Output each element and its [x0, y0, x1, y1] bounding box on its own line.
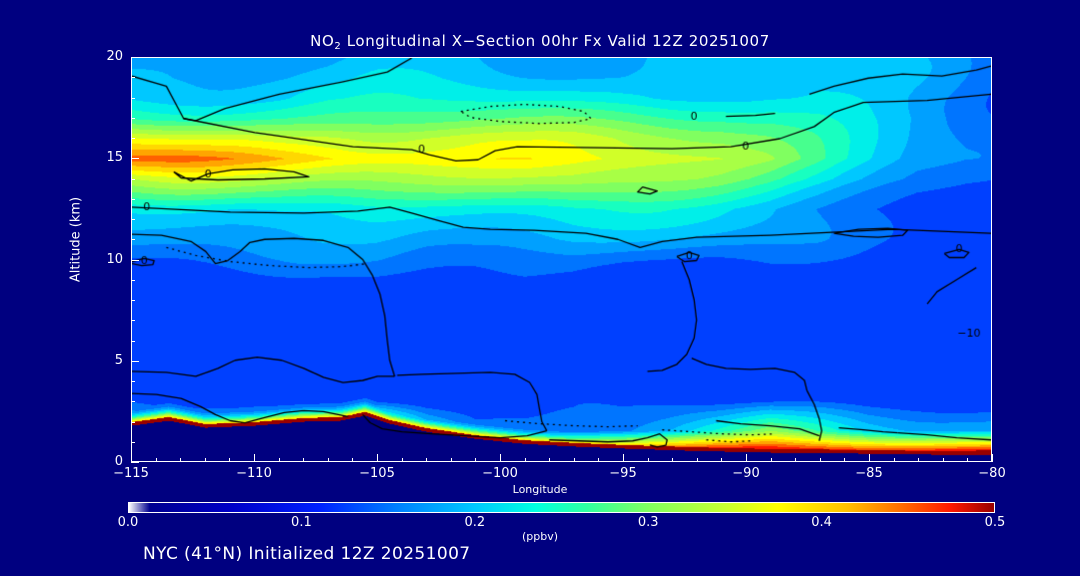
- x-axis-tick-label: −80: [978, 466, 1006, 481]
- x-axis-tick: [131, 454, 132, 462]
- x-axis-tick-label: −115: [113, 466, 149, 481]
- x-axis-minor-tick: [155, 458, 157, 462]
- title-subscript: 2: [334, 41, 342, 52]
- x-axis-minor-tick: [549, 458, 551, 462]
- x-axis-minor-tick: [918, 458, 920, 462]
- x-axis-minor-tick: [475, 458, 477, 462]
- x-axis-minor-tick: [795, 458, 797, 462]
- x-axis-title: Longitude: [512, 483, 568, 496]
- x-axis-tick: [992, 454, 993, 462]
- x-axis-tick: [869, 454, 870, 462]
- colorbar-units: (ppbv): [521, 530, 559, 543]
- x-axis-minor-tick: [819, 458, 821, 462]
- y-axis-tick-label: 15: [106, 150, 123, 166]
- x-axis-minor-tick: [598, 458, 600, 462]
- x-axis-minor-tick: [204, 458, 206, 462]
- y-axis-minor-tick: [131, 198, 135, 200]
- x-axis-tick: [746, 454, 747, 462]
- x-axis-tick-label: −85: [855, 466, 883, 481]
- x-axis-minor-tick: [327, 458, 329, 462]
- cross-section-plot: [131, 57, 992, 462]
- y-axis-tick: [131, 462, 139, 463]
- y-axis-minor-tick: [131, 421, 135, 423]
- colorbar-tick-label: 0.0: [117, 515, 139, 530]
- x-axis-minor-tick: [967, 458, 969, 462]
- y-axis-tick: [131, 259, 139, 261]
- y-axis-minor-tick: [131, 320, 135, 322]
- colorbar-gradient: [129, 503, 994, 512]
- x-axis-minor-tick: [303, 458, 305, 462]
- x-axis-tick: [623, 454, 624, 462]
- x-axis-minor-tick: [229, 458, 231, 462]
- x-axis-minor-tick: [893, 458, 895, 462]
- x-axis-tick-label: −105: [359, 466, 395, 481]
- y-axis-minor-tick: [131, 117, 135, 119]
- y-axis-title: Altitude (km): [68, 196, 84, 283]
- x-axis-minor-tick: [672, 458, 674, 462]
- x-axis-minor-tick: [942, 458, 944, 462]
- colorbar-tick-label: 0.3: [637, 515, 659, 530]
- y-axis-tick: [131, 57, 139, 58]
- x-axis-minor-tick: [426, 458, 428, 462]
- x-axis-minor-tick: [721, 458, 723, 462]
- y-axis-minor-tick: [131, 279, 135, 281]
- y-axis-tick-label: 20: [106, 49, 123, 64]
- x-axis-tick-label: −110: [236, 466, 272, 481]
- page-title: NO2 Longitudinal X−Section 00hr Fx Valid…: [0, 32, 1080, 52]
- x-axis-tick-label: −90: [732, 466, 760, 481]
- y-axis-tick-label: 5: [114, 352, 123, 368]
- y-axis-minor-tick: [131, 219, 135, 220]
- x-axis-minor-tick: [696, 458, 698, 462]
- x-axis-minor-tick: [278, 458, 280, 462]
- x-axis-minor-tick: [770, 458, 772, 462]
- x-axis-minor-tick: [352, 458, 354, 462]
- colorbar: [128, 502, 995, 513]
- title-species: NO: [310, 32, 335, 50]
- title-text: Longitudinal X−Section 00hr Fx Valid 12Z…: [341, 32, 770, 50]
- y-axis-tick-label: 0: [114, 454, 123, 469]
- y-axis-tick: [131, 158, 139, 160]
- y-axis-minor-tick: [131, 77, 135, 79]
- x-axis-minor-tick: [450, 458, 452, 462]
- x-axis-tick-label: −95: [609, 466, 637, 481]
- footer-caption: NYC (41°N) Initialized 12Z 20251007: [143, 544, 471, 564]
- x-axis-minor-tick: [180, 458, 182, 462]
- y-axis-minor-tick: [131, 441, 135, 443]
- x-axis-minor-tick: [524, 458, 526, 462]
- x-axis-minor-tick: [573, 458, 575, 462]
- y-axis-minor-tick: [131, 300, 135, 301]
- x-axis-tick: [254, 454, 255, 462]
- y-axis-minor-tick: [131, 401, 135, 403]
- colorbar-tick-label: 0.5: [984, 515, 1006, 530]
- y-axis-minor-tick: [131, 97, 135, 99]
- y-axis-minor-tick: [131, 340, 135, 342]
- x-axis-tick: [500, 454, 501, 462]
- y-axis-tick-label: 10: [106, 251, 123, 267]
- x-axis-tick-label: −100: [482, 466, 518, 481]
- y-axis-minor-tick: [131, 138, 135, 139]
- colorbar-tick-label: 0.1: [291, 515, 312, 530]
- y-axis-minor-tick: [131, 381, 135, 382]
- y-axis-minor-tick: [131, 178, 135, 180]
- contour-field: [132, 58, 991, 461]
- y-axis-tick: [131, 360, 139, 362]
- colorbar-tick-label: 0.4: [811, 515, 832, 530]
- x-axis-minor-tick: [844, 458, 846, 462]
- y-axis-minor-tick: [131, 239, 135, 241]
- x-axis-minor-tick: [401, 458, 403, 462]
- x-axis-minor-tick: [647, 458, 649, 462]
- colorbar-tick-label: 0.2: [464, 515, 486, 530]
- x-axis-tick: [377, 454, 378, 462]
